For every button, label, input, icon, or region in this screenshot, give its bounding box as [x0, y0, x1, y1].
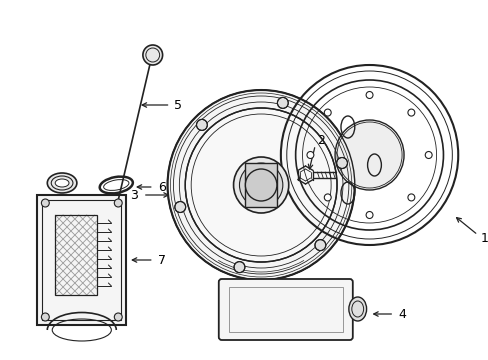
Circle shape — [114, 313, 122, 321]
Text: 7: 7 — [157, 253, 165, 266]
Circle shape — [234, 262, 244, 273]
Text: 1: 1 — [480, 231, 488, 244]
Ellipse shape — [47, 173, 77, 193]
Circle shape — [324, 109, 330, 116]
Circle shape — [306, 152, 313, 158]
Circle shape — [167, 90, 354, 280]
Circle shape — [407, 194, 414, 201]
Circle shape — [280, 65, 457, 245]
Circle shape — [142, 45, 163, 65]
FancyBboxPatch shape — [218, 279, 352, 340]
Circle shape — [277, 98, 287, 108]
Circle shape — [425, 152, 431, 158]
Ellipse shape — [55, 179, 69, 187]
Text: 3: 3 — [130, 189, 138, 202]
Text: 4: 4 — [397, 307, 405, 320]
Circle shape — [175, 202, 185, 212]
Text: 2: 2 — [317, 134, 325, 147]
Bar — [245, 163, 276, 207]
Circle shape — [41, 199, 49, 207]
Circle shape — [366, 91, 372, 99]
Circle shape — [245, 169, 276, 201]
Circle shape — [239, 163, 282, 207]
Circle shape — [336, 158, 347, 168]
Ellipse shape — [348, 297, 366, 321]
Circle shape — [41, 313, 49, 321]
Circle shape — [196, 120, 207, 130]
Circle shape — [233, 157, 288, 213]
Circle shape — [324, 194, 330, 201]
Circle shape — [185, 108, 336, 262]
Text: 5: 5 — [174, 99, 182, 112]
Bar — [42, 200, 121, 320]
Circle shape — [407, 109, 414, 116]
Circle shape — [314, 240, 325, 251]
Circle shape — [114, 199, 122, 207]
Bar — [38, 195, 126, 325]
Circle shape — [334, 120, 403, 190]
Text: 6: 6 — [157, 180, 165, 194]
Bar — [228, 287, 342, 332]
Bar — [55, 215, 96, 295]
Circle shape — [366, 212, 372, 219]
